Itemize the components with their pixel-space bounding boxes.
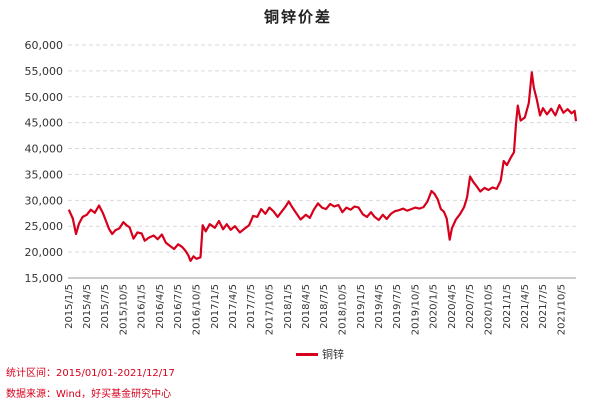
x-tick-label: 2019/1/5 bbox=[356, 284, 367, 329]
x-tick-label: 2016/4/5 bbox=[155, 284, 166, 329]
note-source: 数据来源：Wind，好买基金研究中心 bbox=[6, 389, 172, 400]
legend-swatch bbox=[296, 352, 318, 356]
x-tick-label: 2016/7/5 bbox=[173, 284, 184, 329]
y-tick-label: 15,000 bbox=[25, 272, 64, 285]
y-tick-label: 25,000 bbox=[25, 220, 64, 233]
series-line-copper-zinc bbox=[67, 71, 578, 262]
x-tick-label: 2018/7/5 bbox=[319, 284, 330, 329]
legend-label: 铜锌 bbox=[322, 348, 344, 361]
x-tick-label: 2020/4/5 bbox=[447, 284, 458, 329]
y-tick-label: 45,000 bbox=[25, 117, 64, 130]
x-tick-label: 2021/7/5 bbox=[538, 284, 549, 329]
x-tick-label: 2015/1/5 bbox=[64, 284, 75, 329]
x-tick-label: 2017/7/5 bbox=[246, 284, 257, 329]
x-tick-label: 2015/10/5 bbox=[118, 284, 129, 335]
y-tick-label: 30,000 bbox=[25, 194, 64, 207]
x-tick-label: 2015/7/5 bbox=[100, 284, 111, 329]
x-tick-label: 2016/1/5 bbox=[137, 284, 148, 329]
x-tick-label: 2015/4/5 bbox=[82, 284, 93, 329]
x-tick-label: 2017/1/5 bbox=[210, 284, 221, 329]
x-tick-label: 2016/10/5 bbox=[191, 284, 202, 335]
x-tick-label: 2017/4/5 bbox=[228, 284, 239, 329]
x-tick-label: 2021/10/5 bbox=[556, 284, 567, 335]
x-tick-label: 2019/4/5 bbox=[374, 284, 385, 329]
x-tick-label: 2020/7/5 bbox=[465, 284, 476, 329]
x-tick-label: 2020/1/5 bbox=[429, 284, 440, 329]
x-tick-label: 2021/4/5 bbox=[520, 284, 531, 329]
y-axis-ticks: 15,000 20,000 25,000 30,000 35,000 40,000 45,0… bbox=[25, 39, 64, 285]
x-tick-label: 2018/4/5 bbox=[301, 284, 312, 329]
y-tick-label: 40,000 bbox=[25, 143, 64, 156]
legend: 铜锌 bbox=[296, 346, 344, 362]
chart-title: 铜锌价差 bbox=[263, 8, 332, 26]
y-tick-label: 35,000 bbox=[25, 168, 64, 181]
y-tick-label: 20,000 bbox=[25, 246, 64, 259]
x-axis-ticks: 2015/1/5 2015/4/5 2015/7/5 2015/10/5 2016/1/… bbox=[64, 284, 568, 335]
note-period: 统计区间：2015/01/01-2021/12/17 bbox=[6, 368, 175, 379]
y-tick-label: 55,000 bbox=[25, 65, 64, 78]
y-tick-label: 60,000 bbox=[25, 39, 64, 52]
x-tick-label: 2020/10/5 bbox=[483, 284, 494, 335]
grid-lines bbox=[68, 44, 576, 253]
x-tick-label: 2021/1/5 bbox=[502, 284, 513, 329]
x-tick-label: 2019/7/5 bbox=[392, 284, 403, 329]
x-tick-label: 2018/1/5 bbox=[283, 284, 294, 329]
y-tick-label: 50,000 bbox=[25, 91, 64, 104]
x-tick-label: 2018/10/5 bbox=[337, 284, 348, 335]
x-tick-label: 2019/10/5 bbox=[410, 284, 421, 335]
x-tick-label: 2017/10/5 bbox=[264, 284, 275, 335]
